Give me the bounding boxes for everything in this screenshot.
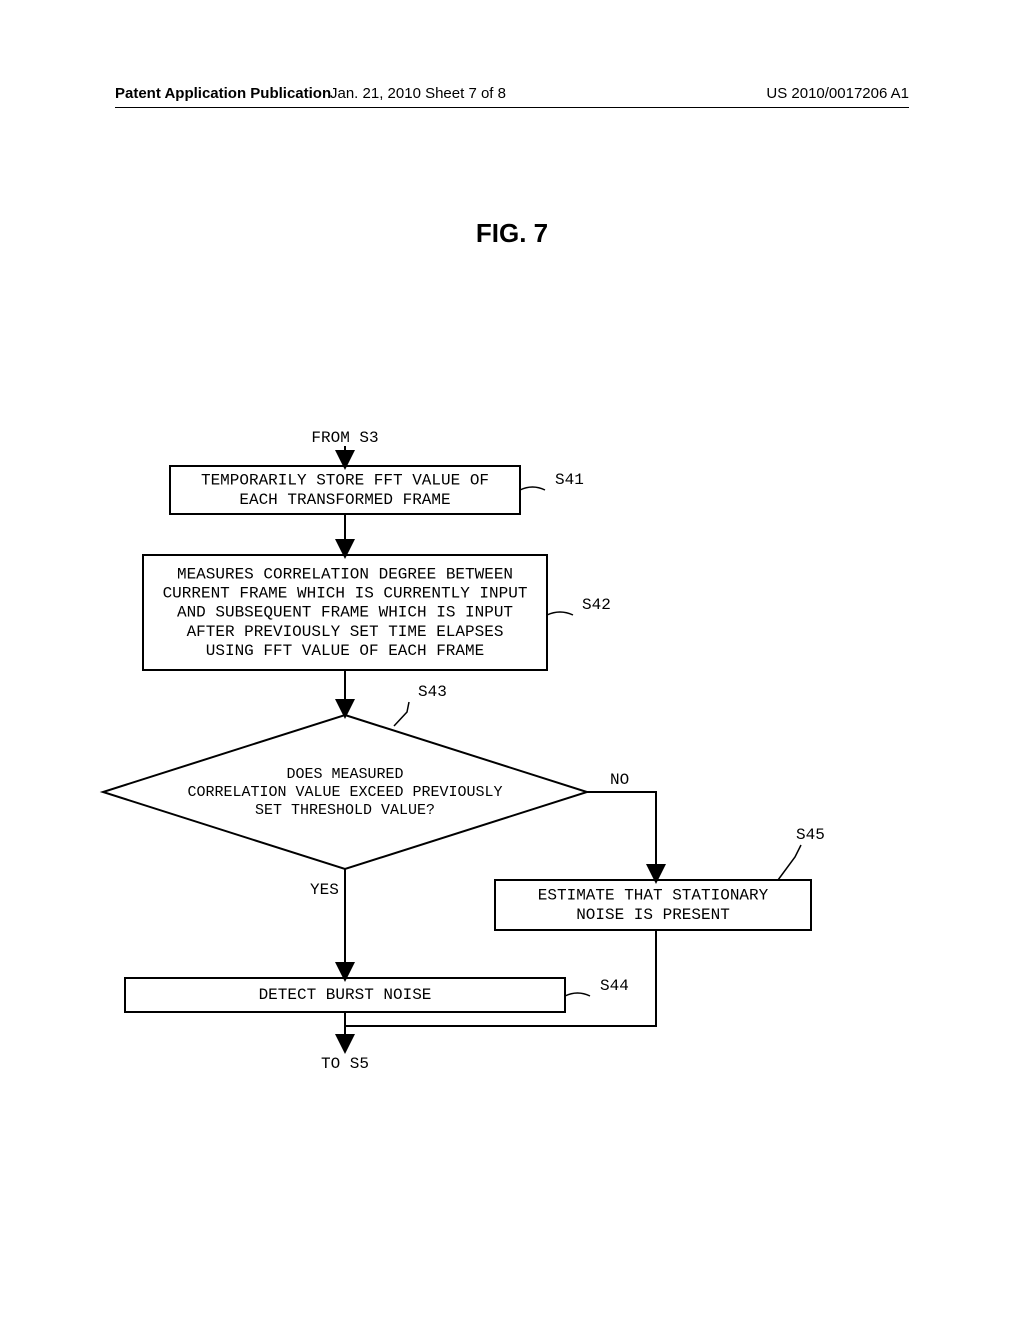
header-pub-type: Patent Application Publication: [115, 85, 331, 102]
svg-text:CORRELATION VALUE EXCEED PREVI: CORRELATION VALUE EXCEED PREVIOUSLY: [187, 784, 502, 801]
flowchart-svg: FROM S3 TEMPORARILY STORE FFT VALUE OFEAC…: [0, 430, 1024, 1130]
svg-text:DOES MEASURED: DOES MEASURED: [286, 766, 403, 783]
svg-text:CURRENT FRAME WHICH IS CURRENT: CURRENT FRAME WHICH IS CURRENTLY INPUT: [163, 585, 528, 603]
svg-text:S42: S42: [582, 596, 611, 614]
svg-text:MEASURES CORRELATION DEGREE BE: MEASURES CORRELATION DEGREE BETWEEN: [177, 565, 513, 583]
svg-text:NOISE IS PRESENT: NOISE IS PRESENT: [576, 906, 730, 924]
header-pub-number: US 2010/0017206 A1: [766, 85, 909, 102]
svg-text:S43: S43: [418, 683, 447, 701]
svg-text:S44: S44: [600, 977, 629, 995]
svg-text:S45: S45: [796, 826, 825, 844]
svg-text:ESTIMATE THAT STATIONARY: ESTIMATE THAT STATIONARY: [538, 887, 769, 905]
svg-text:YES: YES: [310, 881, 339, 899]
svg-text:NO: NO: [610, 771, 629, 789]
svg-text:AFTER PREVIOUSLY SET TIME ELAP: AFTER PREVIOUSLY SET TIME ELAPSES: [187, 623, 504, 641]
svg-text:FROM S3: FROM S3: [311, 429, 378, 447]
figure-title: FIG. 7: [476, 218, 548, 249]
header-date-sheet: Jan. 21, 2010 Sheet 7 of 8: [330, 85, 506, 102]
svg-text:AND SUBSEQUENT FRAME WHICH IS: AND SUBSEQUENT FRAME WHICH IS INPUT: [177, 604, 513, 622]
svg-text:SET THRESHOLD VALUE?: SET THRESHOLD VALUE?: [255, 802, 435, 819]
svg-text:DETECT BURST NOISE: DETECT BURST NOISE: [259, 986, 432, 1004]
svg-text:S41: S41: [555, 471, 584, 489]
svg-text:TEMPORARILY STORE FFT VALUE OF: TEMPORARILY STORE FFT VALUE OF: [201, 472, 489, 490]
svg-text:EACH TRANSFORMED FRAME: EACH TRANSFORMED FRAME: [239, 491, 450, 509]
svg-text:USING FFT VALUE OF EACH FRAME: USING FFT VALUE OF EACH FRAME: [206, 642, 484, 660]
header-rule: [115, 107, 909, 108]
svg-text:TO S5: TO S5: [321, 1055, 369, 1073]
